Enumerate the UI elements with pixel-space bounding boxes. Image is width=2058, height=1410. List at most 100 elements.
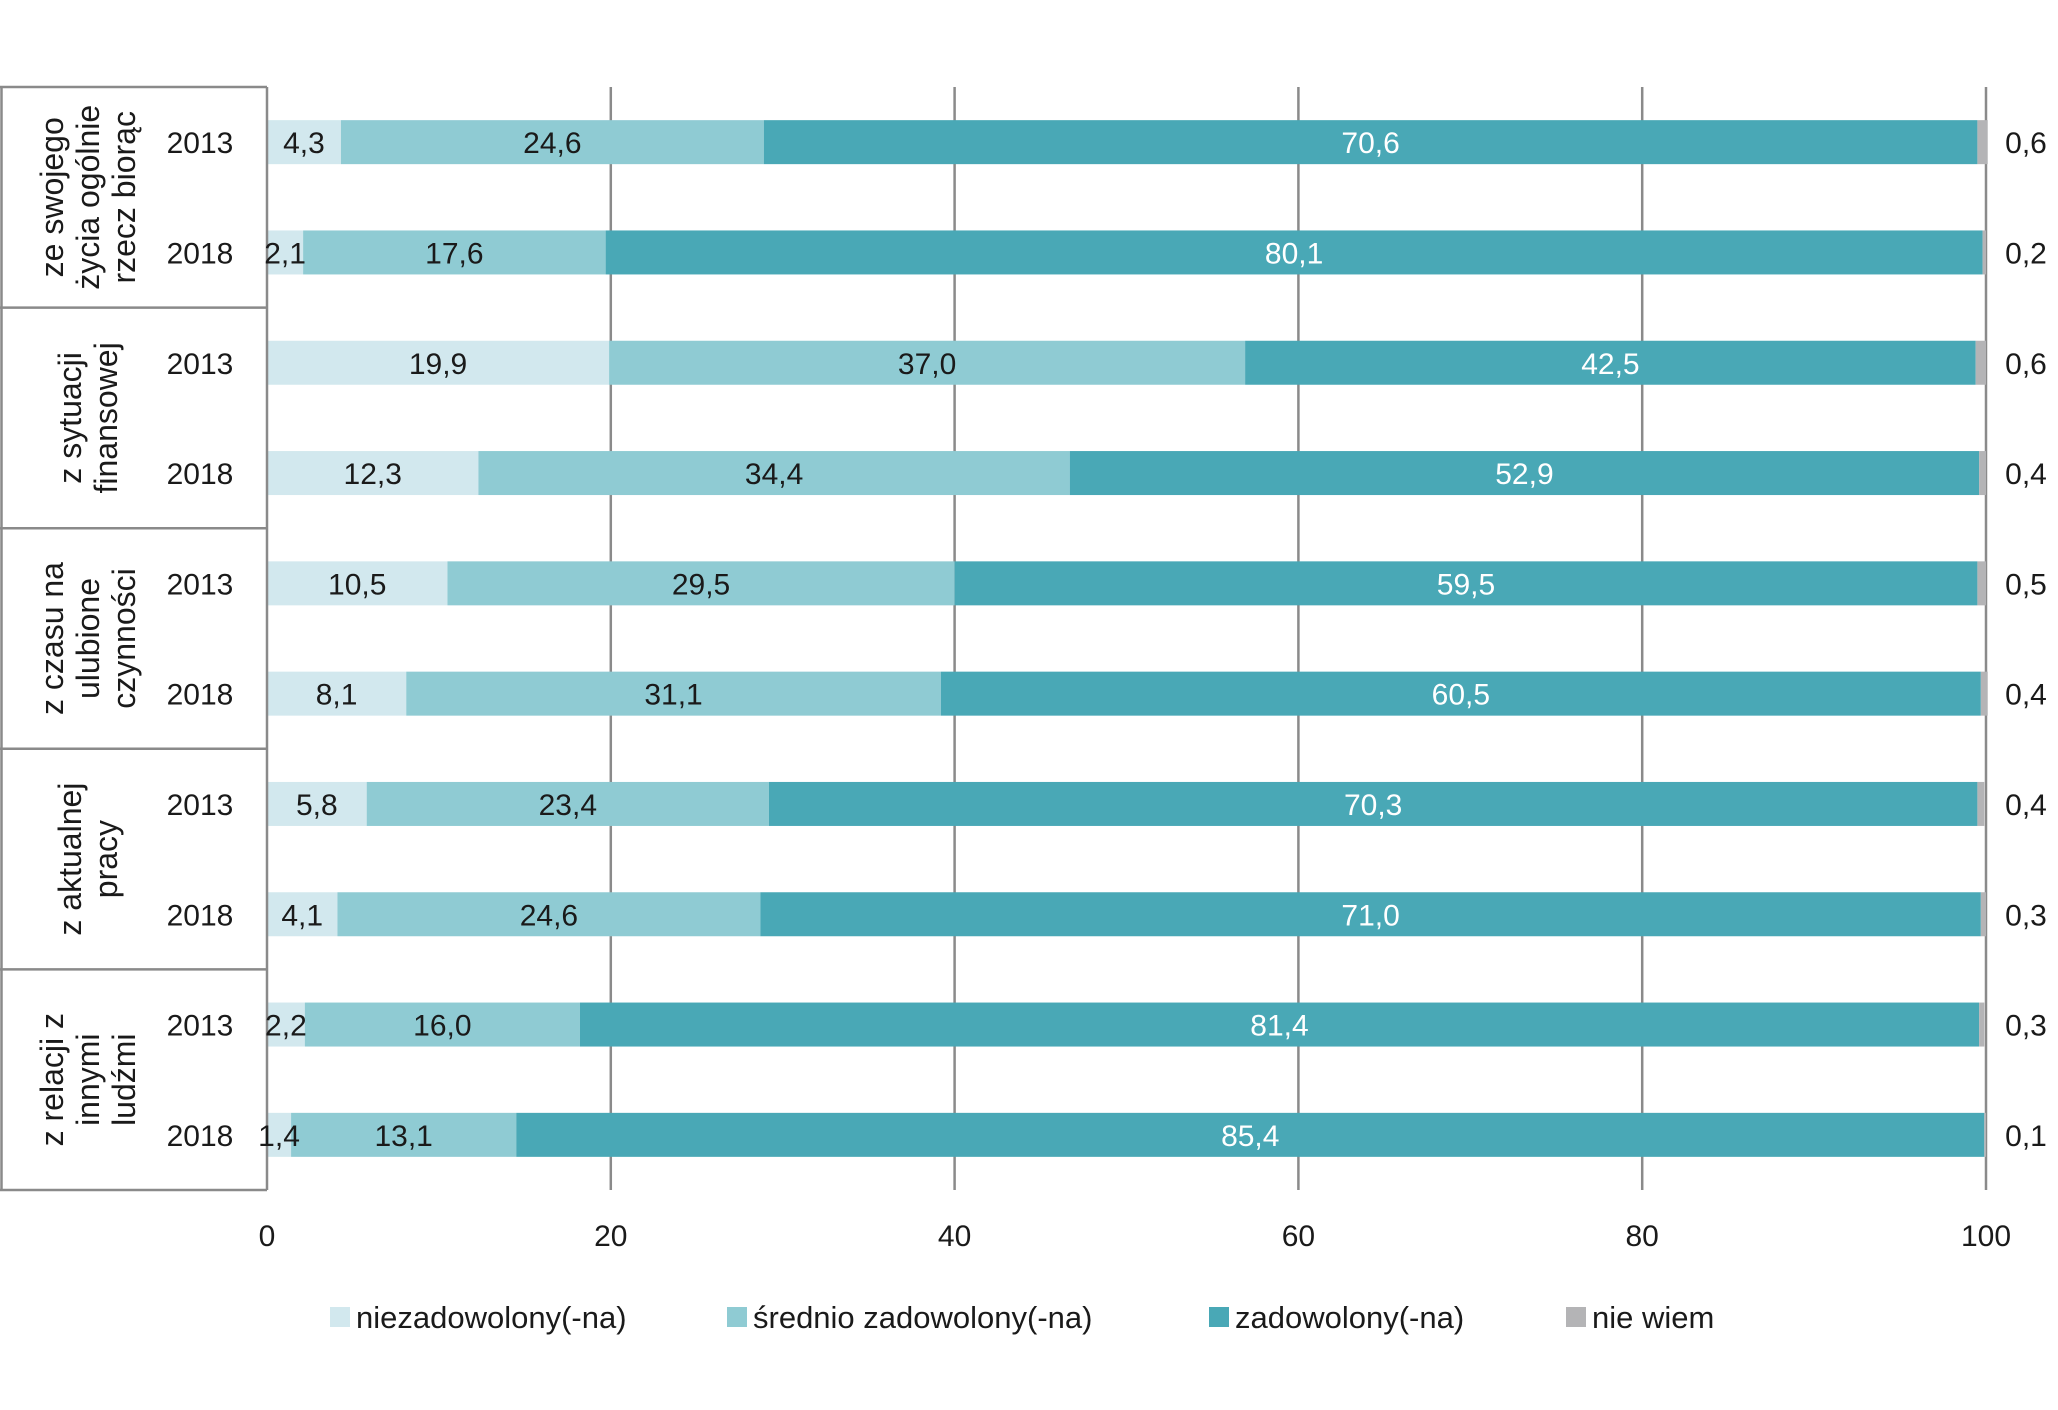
legend: niezadowolony(-na) średnio zadowolony(-na… [330,1300,1714,1335]
bar-segment [267,120,341,165]
category-label-line: finansowej [88,342,124,493]
data-label: 34,4 [745,458,803,491]
legend-swatch [1566,1307,1586,1327]
category-frame [0,85,269,1192]
bar-segment [366,781,769,826]
category-label: z sytuacji finansowej [52,342,124,493]
category-label-line: pracy [88,820,124,898]
year-label: 2018 [167,237,234,270]
bar-segment [267,1112,292,1157]
year-label: 2013 [167,1010,234,1043]
year-label: 2013 [167,789,234,822]
category-label-line: ze swojego [34,117,70,277]
data-label: 0,6 [2005,127,2047,160]
bars [267,120,1988,1157]
data-label: 4,1 [281,899,323,932]
data-label: 5,8 [296,789,338,822]
data-label: 0,1 [2005,1120,2047,1153]
data-label: 1,4 [258,1120,300,1153]
bar-segment [940,671,1981,716]
bar-segment [1069,451,1980,496]
legend-label: niezadowolony(-na) [356,1300,627,1335]
data-label: 24,6 [520,899,578,932]
bar-segment [1984,1112,1986,1157]
category-label-line: z aktualnej [52,783,88,936]
bar-segment [605,230,1983,275]
bar-segment [609,340,1246,385]
data-label: 31,1 [644,679,702,712]
x-tick-label: 20 [594,1220,627,1253]
category-label: z relacji z innymi ludźmi [34,1013,142,1146]
data-label: 0,3 [2005,899,2047,932]
bar-segment [516,1112,1985,1157]
bar-segment [1977,781,1985,826]
data-label: 0,6 [2005,348,2047,381]
data-label: 2,1 [264,237,306,270]
bar-segment [1979,451,1986,496]
legend-swatch [727,1307,747,1327]
year-label: 2013 [167,127,234,160]
data-label: 42,5 [1581,348,1639,381]
data-label: 70,6 [1341,127,1399,160]
category-label-line: czynności [106,568,142,709]
bar-segment [340,120,764,165]
category-label-line: z czasu na [34,562,70,715]
data-label: 24,6 [523,127,581,160]
year-label: 2013 [167,348,234,381]
data-label: 8,1 [316,679,358,712]
category-label-line: ludźmi [106,1033,142,1125]
data-label: 10,5 [328,568,386,601]
data-label: 37,0 [898,348,956,381]
year-label: 2018 [167,1120,234,1153]
bar-segment [267,561,448,606]
data-label: 13,1 [374,1120,432,1153]
category-label-line: ulubione [70,578,106,699]
labels: 4,3 24,6 70,6 0,6 2013 2,1 17,6 80,1 0,2 2018 ze s… [34,105,2047,1253]
legend-swatch [330,1307,350,1327]
legend-swatch [1209,1307,1229,1327]
data-label: 59,5 [1437,568,1495,601]
data-label: 85,4 [1221,1120,1279,1153]
category-label-line: z relacji z [34,1013,70,1146]
data-label: 52,9 [1495,458,1553,491]
data-label: 4,3 [283,127,325,160]
data-label: 12,3 [344,458,402,491]
data-label: 0,3 [2005,1010,2047,1043]
bar-segment [267,451,479,496]
data-label: 60,5 [1432,679,1490,712]
category-label-line: innymi [70,1033,106,1125]
bar-segment [267,671,407,716]
bar-segment [760,892,1981,937]
data-label: 17,6 [425,237,483,270]
bar-segment [267,340,610,385]
year-label: 2018 [167,679,234,712]
bar-segment [1980,892,1986,937]
bar-segment [447,561,955,606]
bar-segment [1982,230,1986,275]
bar-segment [267,892,338,937]
bar-segment [954,561,1978,606]
category-label: ze swojego życia ogólnie rzecz biorąc [34,105,142,290]
bar-segment [1980,671,1988,716]
data-label: 29,5 [672,568,730,601]
bar-segment [768,781,1978,826]
legend-label: nie wiem [1592,1300,1714,1335]
data-label: 0,2 [2005,237,2047,270]
category-label: z aktualnej pracy [52,783,124,936]
x-tick-label: 80 [1626,1220,1659,1253]
bar-segment [406,671,941,716]
bar-segment [267,781,367,826]
bar-segment [579,1002,1980,1047]
bar-segment [337,892,761,937]
data-label: 71,0 [1341,899,1399,932]
x-tick-label: 60 [1282,1220,1315,1253]
data-label: 19,9 [409,348,467,381]
bar-segment [291,1112,517,1157]
bar-segment [1245,340,1976,385]
data-label: 80,1 [1265,237,1323,270]
x-tick-label: 40 [938,1220,971,1253]
year-label: 2018 [167,899,234,932]
data-label: 0,4 [2005,789,2047,822]
x-tick-label: 100 [1961,1220,2011,1253]
